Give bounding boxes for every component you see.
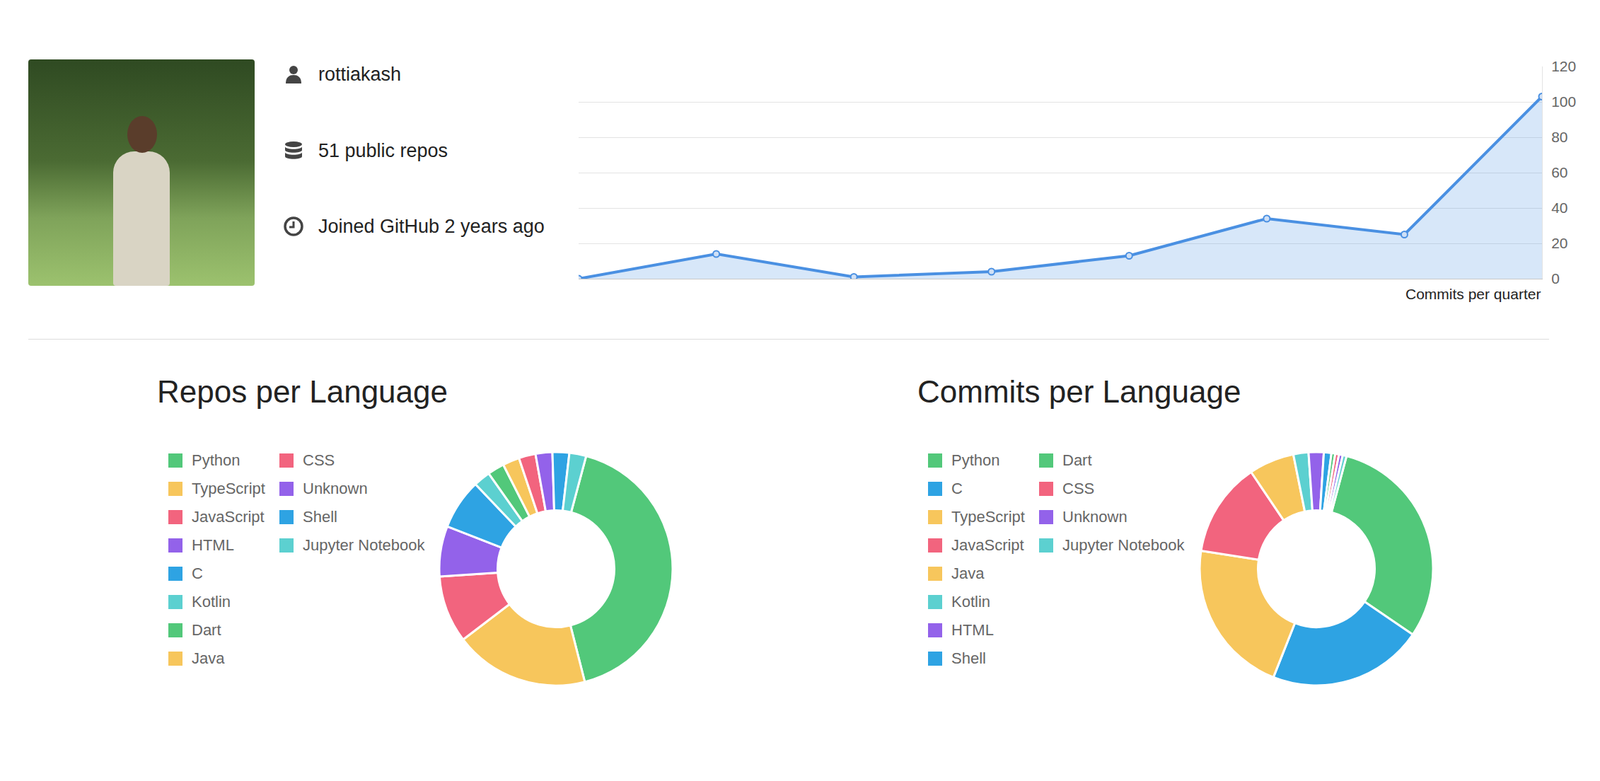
html-text:Python: Python (951, 451, 1000, 469)
html-text:Dart: Dart (191, 621, 222, 639)
html-text:Unknown: Unknown (1062, 507, 1128, 526)
html-text:TypeScript: TypeScript (191, 479, 266, 498)
svg-text:60: 60 (1551, 164, 1568, 181)
html-text:CSS: CSS (302, 451, 335, 469)
html-text:Dart: Dart (1062, 451, 1092, 469)
html-text:C: C (191, 564, 203, 583)
html-text:JavaScript: JavaScript (951, 536, 1025, 554)
html-text:HTML: HTML (191, 536, 235, 554)
html-text:HTML: HTML (951, 621, 994, 639)
html-text:Jupyter Notebook: Jupyter Notebook (1062, 536, 1185, 554)
html-text:Java: Java (951, 564, 985, 583)
svg-text:100: 100 (1551, 93, 1576, 110)
svg-text:Commits per quarter: Commits per quarter (1405, 285, 1541, 303)
html-text:TypeScript: TypeScript (951, 507, 1025, 526)
html-text:JavaScript: JavaScript (191, 507, 265, 526)
html-text:C: C (951, 479, 963, 498)
html-text:Shell: Shell (951, 649, 986, 668)
html-text:Unknown: Unknown (302, 479, 368, 498)
html-text:Jupyter Notebook: Jupyter Notebook (302, 536, 425, 554)
html-text:Shell: Shell (302, 507, 338, 526)
html-text:CSS: CSS (1062, 479, 1095, 498)
html-text:Repos per Language: Repos per Language (157, 374, 448, 409)
svg-text:20: 20 (1551, 234, 1568, 252)
html-text:51 public repos: 51 public repos (318, 139, 448, 161)
html-text:rottiakash: rottiakash (318, 63, 402, 85)
svg-text:120: 120 (1551, 58, 1576, 75)
html-text:Python: Python (191, 451, 241, 469)
svg-text:0: 0 (1551, 270, 1560, 287)
html-text:Kotlin: Kotlin (951, 592, 991, 611)
html-text:Commits per Language: Commits per Language (917, 374, 1241, 409)
svg-text:40: 40 (1551, 199, 1568, 216)
html-text:Java: Java (191, 649, 225, 668)
html-text:Kotlin: Kotlin (191, 592, 231, 611)
svg-text:80: 80 (1551, 128, 1568, 146)
html-text:Joined GitHub 2 years ago: Joined GitHub 2 years ago (318, 215, 545, 237)
